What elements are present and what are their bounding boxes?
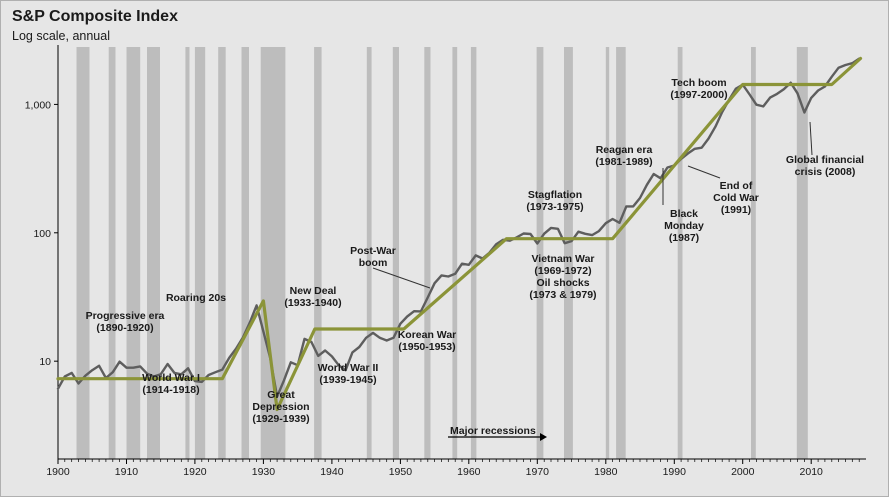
x-tick-label: 2000	[731, 466, 755, 478]
recession-band	[194, 47, 206, 459]
annotation: Great Depression (1929-1939)	[252, 389, 309, 425]
annotation-line: (1939-1945)	[319, 374, 376, 386]
annotation-line: (1914-1918)	[142, 384, 199, 396]
recession-band	[616, 47, 626, 459]
chart-title: S&P Composite Index	[12, 8, 178, 25]
annotation-line: Monday	[664, 220, 704, 232]
annotation: Global financial crisis (2008)	[786, 154, 864, 178]
annotation-line: (1997-2000)	[670, 89, 727, 101]
annotation: Post-War boom	[350, 245, 396, 269]
annotation-line: New Deal	[290, 285, 337, 297]
annotation-line: (1950-1953)	[398, 341, 455, 353]
chart-subtitle: Log scale, annual	[12, 29, 110, 43]
y-tick-label: 1,000	[25, 99, 51, 111]
annotation-leader	[809, 121, 813, 156]
recession-band	[452, 47, 458, 459]
recession-band	[241, 47, 249, 459]
annotation: End of Cold War (1991)	[713, 180, 759, 216]
annotation: Vietnam War (1969-1972) Oil shocks (1973 & …	[529, 253, 596, 301]
recession-band	[536, 47, 544, 459]
x-tick-label: 2010	[800, 466, 824, 478]
annotation: New Deal (1933-1940)	[284, 285, 341, 309]
trend-line	[56, 56, 863, 412]
annotation-line: (1933-1940)	[284, 297, 341, 309]
annotation-line: Roaring 20s	[166, 292, 226, 304]
recession-band	[796, 47, 808, 459]
annotation-line: Black	[670, 208, 698, 220]
annotation-line: Cold War	[713, 192, 759, 204]
annotation: Tech boom (1997-2000)	[670, 77, 727, 101]
annotation-line: Global financial	[786, 154, 864, 166]
recession-band	[108, 47, 116, 459]
legend-label: Major recessions	[450, 425, 536, 437]
x-tick-label: 1940	[320, 466, 344, 478]
annotation-line: World War I	[142, 372, 200, 384]
recession-band	[218, 47, 226, 459]
annotation: World War II (1939-1945)	[318, 362, 379, 386]
x-tick-label: 1950	[389, 466, 413, 478]
recession-band	[76, 47, 90, 459]
x-tick-label: 1980	[594, 466, 618, 478]
x-tick-label: 1910	[115, 466, 139, 478]
y-tick-label: 10	[39, 356, 51, 368]
annotation: Progressive era (1890-1920)	[86, 310, 165, 334]
recession-band	[260, 47, 286, 459]
recession-band	[424, 47, 431, 459]
annotation-line: World War II	[318, 362, 379, 374]
annotation-line: (1987)	[669, 232, 699, 244]
annotation-leader	[687, 165, 721, 179]
annotation-line: Stagflation	[528, 189, 582, 201]
annotation-line: Post-War	[350, 245, 396, 257]
index-line	[56, 57, 861, 398]
recession-band	[470, 47, 477, 459]
recession-band	[564, 47, 573, 459]
annotation-line: (1890-1920)	[96, 322, 153, 334]
annotation-line: crisis (2008)	[795, 166, 856, 178]
annotation: Black Monday (1987)	[664, 208, 704, 244]
annotation-line: Great	[267, 389, 295, 401]
annotation-line: (1991)	[721, 204, 751, 216]
recession-band	[314, 47, 322, 459]
x-tick-label: 1920	[183, 466, 207, 478]
annotation: Stagflation (1973-1975)	[526, 189, 583, 213]
annotation-line: (1973 & 1979)	[529, 289, 596, 301]
annotation-line: Vietnam War	[531, 253, 594, 265]
annotation-line: (1981-1989)	[595, 156, 652, 168]
annotation-line: End of	[720, 180, 753, 192]
x-tick-label: 1990	[663, 466, 687, 478]
annotation-line: Reagan era	[596, 144, 653, 156]
annotation-line: Tech boom	[671, 77, 726, 89]
annotation-line: (1929-1939)	[252, 413, 309, 425]
x-tick-label: 1960	[457, 466, 481, 478]
recession-band	[392, 47, 399, 459]
annotation: World War I (1914-1918)	[142, 372, 200, 396]
annotation: Roaring 20s	[166, 292, 226, 304]
recession-band	[366, 47, 372, 459]
annotation-line: Oil shocks	[536, 277, 589, 289]
recession-band	[126, 47, 141, 459]
recession-band	[677, 47, 683, 459]
x-tick-label: 1900	[46, 466, 70, 478]
recession-band	[605, 47, 610, 459]
y-tick-label: 100	[33, 228, 51, 240]
annotation-line: Progressive era	[86, 310, 165, 322]
annotation-line: Korean War	[398, 329, 457, 341]
annotation-leader	[372, 267, 431, 289]
x-tick-label: 1930	[252, 466, 276, 478]
recession-band	[147, 47, 160, 459]
annotation-line: (1973-1975)	[526, 201, 583, 213]
annotation-line: boom	[359, 257, 388, 269]
recession-band	[185, 47, 190, 459]
recession-band	[751, 47, 756, 459]
annotation: Reagan era (1981-1989)	[595, 144, 652, 168]
annotation: Korean War (1950-1953)	[398, 329, 457, 353]
x-tick-label: 1970	[526, 466, 550, 478]
annotation-line: Depression	[252, 401, 309, 413]
annotation-line: (1969-1972)	[534, 265, 591, 277]
legend-arrow-head	[540, 433, 547, 441]
